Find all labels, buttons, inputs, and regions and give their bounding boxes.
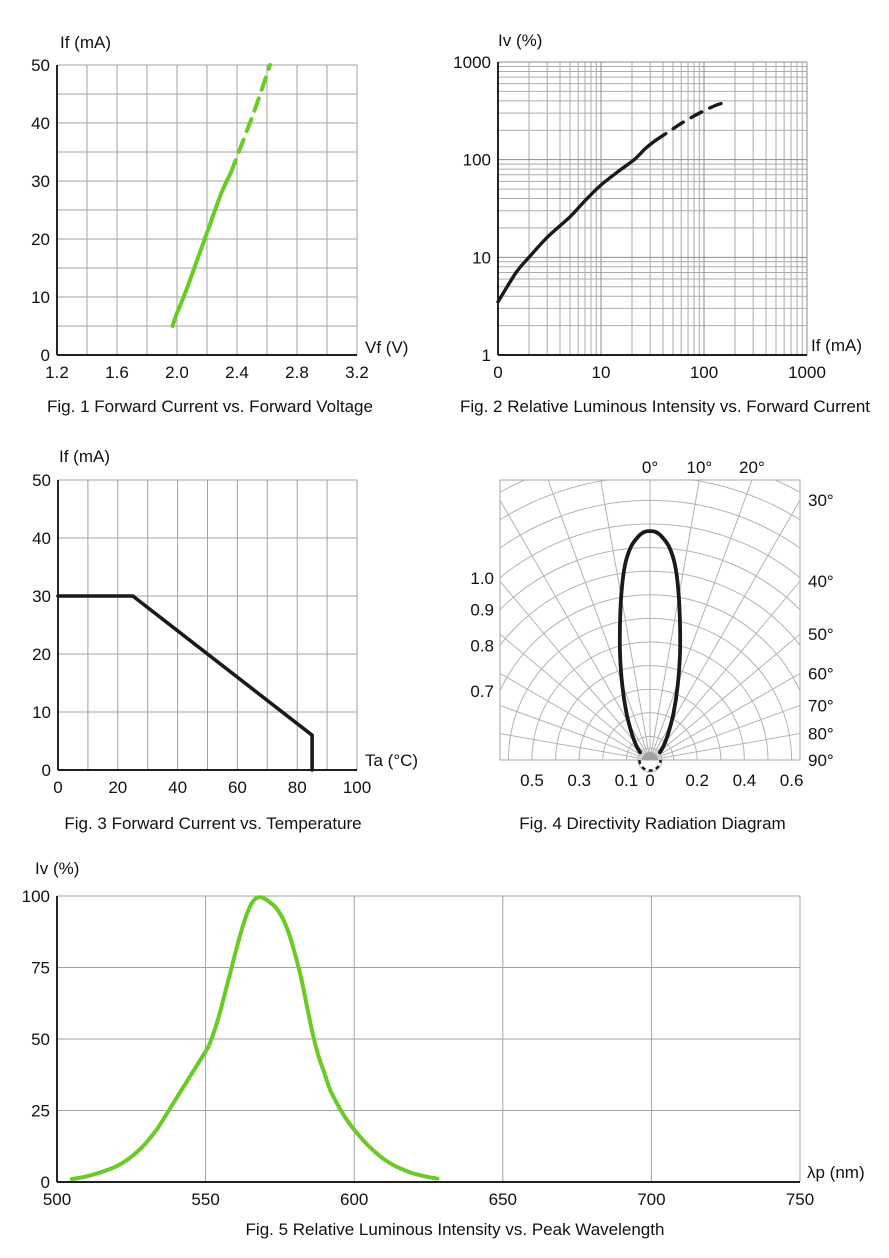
fig2-x-tick-label: 10 bbox=[592, 363, 611, 382]
fig3-x-tick-label: 20 bbox=[108, 778, 127, 797]
fig1-y-axis-title: If (mA) bbox=[60, 33, 111, 52]
fig4-angle-label: 40° bbox=[808, 572, 834, 591]
fig5-y-tick-label: 0 bbox=[41, 1173, 50, 1192]
fig2-grid bbox=[497, 61, 808, 356]
fig4-radius-label: 0 bbox=[645, 771, 654, 790]
fig1-y-tick-label: 50 bbox=[31, 56, 50, 75]
fig4-radius-label: 0.5 bbox=[520, 771, 544, 790]
fig1-x-tick-label: 3.2 bbox=[345, 363, 369, 382]
fig1-y-tick-label: 0 bbox=[41, 346, 50, 365]
fig1-caption: Fig. 1 Forward Current vs. Forward Volta… bbox=[47, 397, 373, 416]
fig2-x-tick-label: 0 bbox=[493, 363, 502, 382]
fig1-y-tick-label: 20 bbox=[31, 230, 50, 249]
fig2-y-tick-label: 1 bbox=[482, 346, 491, 365]
fig4-grid bbox=[500, 480, 800, 760]
fig5-y-tick-label: 100 bbox=[22, 887, 50, 906]
fig1-x-tick-label: 2.0 bbox=[165, 363, 189, 382]
fig2-y-tick-label: 100 bbox=[463, 151, 491, 170]
fig4-angle-label: 10° bbox=[687, 458, 713, 477]
fig1-chart: 1.2 1.6 2.0 2.4 2.8 3.2 0 10 20 30 40 50 bbox=[31, 56, 369, 382]
fig4-radius-label: 0.9 bbox=[470, 601, 494, 620]
fig2-y-axis-title: Iv (%) bbox=[498, 31, 543, 50]
fig4-radiation-lobe bbox=[617, 529, 683, 755]
fig2-y-tick-label: 1000 bbox=[453, 53, 491, 72]
fig5-x-tick-label: 700 bbox=[637, 1190, 665, 1209]
fig4-chart: 0° 10° 20° 30° 40° 50° 60° 70° 80° 90° 1.0 0.9 0.8 0.… bbox=[470, 458, 834, 790]
fig1-x-tick-label: 1.6 bbox=[105, 363, 129, 382]
fig4-angle-label: 30° bbox=[808, 491, 834, 510]
fig3-chart: 0 20 40 60 80 100 0 10 20 30 40 50 bbox=[32, 471, 371, 797]
fig1-x-tick-label: 2.8 bbox=[285, 363, 309, 382]
fig5-x-tick-label: 600 bbox=[340, 1190, 368, 1209]
fig1-x-tick-label: 2.4 bbox=[225, 363, 249, 382]
fig5-x-axis-title: λp (nm) bbox=[807, 1163, 865, 1182]
fig1-y-tick-label: 40 bbox=[31, 114, 50, 133]
fig3-x-tick-label: 0 bbox=[53, 778, 62, 797]
fig2-x-axis-title: If (mA) bbox=[811, 336, 862, 355]
fig4-radius-label: 0.6 bbox=[780, 771, 804, 790]
fig2-luminous-intensity-extrapolated bbox=[654, 100, 727, 142]
fig2-caption: Fig. 2 Relative Luminous Intensity vs. F… bbox=[459, 397, 871, 416]
fig4-angle-label: 80° bbox=[808, 725, 834, 744]
fig2-x-tick-label: 100 bbox=[690, 363, 718, 382]
fig5-chart: 500 550 600 650 700 750 0 25 50 75 100 bbox=[22, 887, 815, 1209]
fig4-angle-label: 0° bbox=[642, 458, 658, 477]
fig2-x-tick-label: 1000 bbox=[788, 363, 826, 382]
fig3-y-tick-label: 40 bbox=[32, 529, 51, 548]
fig3-x-tick-label: 80 bbox=[288, 778, 307, 797]
fig5-emission-spectrum bbox=[69, 895, 440, 1182]
fig3-x-tick-label: 60 bbox=[228, 778, 247, 797]
fig5-caption: Fig. 5 Relative Luminous Intensity vs. P… bbox=[245, 1220, 665, 1239]
fig4-caption: Fig. 4 Directivity Radiation Diagram bbox=[519, 814, 786, 833]
fig3-x-tick-label: 40 bbox=[168, 778, 187, 797]
fig4-origin-blob bbox=[642, 752, 658, 760]
fig3-y-tick-label: 10 bbox=[32, 703, 51, 722]
fig2-luminous-intensity-solid bbox=[496, 138, 658, 304]
fig4-radius-label: 0.8 bbox=[470, 636, 494, 655]
fig3-grid bbox=[57, 479, 358, 771]
fig4-radius-label: 0.7 bbox=[470, 682, 494, 701]
fig4-angle-label: 20° bbox=[739, 458, 765, 477]
fig4-radius-label: 1.0 bbox=[470, 569, 494, 588]
fig4-radius-label: 0.1 bbox=[615, 771, 639, 790]
fig5-grid bbox=[56, 895, 801, 1183]
fig1-y-tick-label: 30 bbox=[31, 172, 50, 191]
fig1-x-axis-title: Vf (V) bbox=[365, 338, 409, 357]
fig5-y-tick-label: 50 bbox=[31, 1030, 50, 1049]
fig4-radius-label: 0.3 bbox=[567, 771, 591, 790]
fig5-y-tick-label: 75 bbox=[31, 959, 50, 978]
fig4-radius-label: 0.2 bbox=[685, 771, 709, 790]
fig4-angle-label: 60° bbox=[808, 664, 834, 683]
fig1-y-tick-label: 10 bbox=[31, 288, 50, 307]
fig4-radius-label: 0.4 bbox=[733, 771, 757, 790]
fig1-forward-current-solid bbox=[170, 170, 233, 328]
fig1-x-tick-label: 1.2 bbox=[45, 363, 69, 382]
fig3-x-tick-label: 100 bbox=[343, 778, 371, 797]
fig4-angle-label: 90° bbox=[808, 751, 834, 770]
fig5-x-tick-label: 650 bbox=[489, 1190, 517, 1209]
fig3-y-tick-label: 0 bbox=[42, 761, 51, 780]
fig5-y-tick-label: 25 bbox=[31, 1102, 50, 1121]
fig3-derating-curve bbox=[56, 594, 314, 772]
fig4-angle-label: 70° bbox=[808, 696, 834, 715]
fig3-y-axis-title: If (mA) bbox=[59, 447, 110, 466]
fig3-y-tick-label: 50 bbox=[32, 471, 51, 490]
fig2-y-tick-label: 10 bbox=[472, 248, 491, 267]
fig3-x-axis-title: Ta (°C) bbox=[365, 751, 419, 770]
fig1-forward-current-extrapolated bbox=[229, 63, 272, 175]
fig5-x-tick-label: 750 bbox=[786, 1190, 814, 1209]
fig5-x-tick-label: 500 bbox=[43, 1190, 71, 1209]
fig5-y-axis-title: Iv (%) bbox=[35, 859, 80, 878]
fig4-lobe-base-dashed bbox=[638, 759, 662, 772]
fig3-caption: Fig. 3 Forward Current vs. Temperature bbox=[64, 814, 362, 833]
fig1-grid bbox=[56, 64, 358, 356]
fig4-angle-label: 50° bbox=[808, 625, 834, 644]
fig3-y-tick-label: 30 bbox=[32, 587, 51, 606]
fig2-chart: 0 10 100 1000 1 10 100 1000 bbox=[453, 53, 826, 382]
fig3-y-tick-label: 20 bbox=[32, 645, 51, 664]
fig5-x-tick-label: 550 bbox=[191, 1190, 219, 1209]
